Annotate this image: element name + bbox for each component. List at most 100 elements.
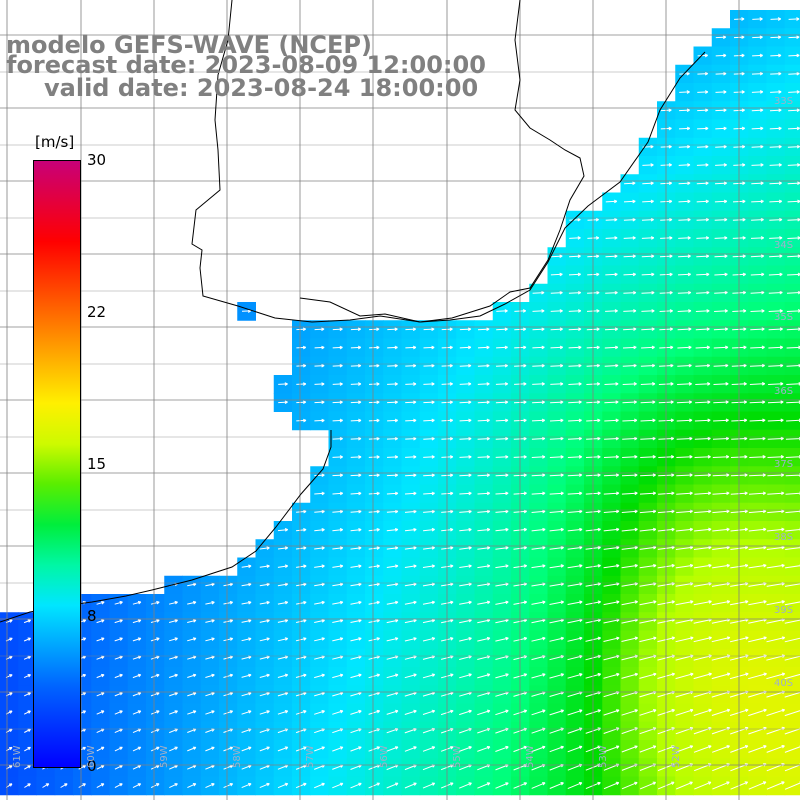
wind-arrow <box>187 619 197 623</box>
wind-arrow <box>711 600 731 606</box>
wind-arrow <box>531 436 546 441</box>
wind-arrow <box>568 309 582 313</box>
wind-arrow <box>693 600 712 606</box>
wind-arrow <box>769 199 783 204</box>
wind-arrow <box>531 564 546 569</box>
wind-arrow <box>404 673 417 679</box>
wind-arrow <box>567 564 583 569</box>
wind-arrow <box>223 746 234 752</box>
wind-arrow <box>459 382 472 386</box>
wind-arrow <box>459 782 472 789</box>
wind-arrow <box>786 400 800 404</box>
wind-arrow <box>187 710 197 715</box>
wind-arrow <box>549 782 564 789</box>
wind-arrow <box>748 672 767 680</box>
wind-arrow <box>531 782 546 789</box>
wind-arrow <box>332 528 344 532</box>
wind-arrow <box>696 199 709 204</box>
wind-arrow <box>187 746 197 752</box>
wind-arrow <box>621 509 638 514</box>
wind-arrow <box>769 236 783 240</box>
wind-arrow <box>332 473 344 478</box>
wind-arrow <box>679 90 690 94</box>
wind-arrow <box>604 327 619 331</box>
wind-arrow <box>404 546 417 550</box>
wind-arrow <box>567 455 583 459</box>
wind-arrow <box>314 619 325 623</box>
wind-arrow <box>477 436 490 441</box>
wind-arrow <box>677 345 692 350</box>
wind-arrow <box>24 746 31 752</box>
wind-arrow <box>168 764 178 770</box>
wind-arrow <box>404 618 417 624</box>
wind-arrow <box>477 491 491 496</box>
wind-arrow <box>423 400 435 405</box>
lat-label-38s: 38S <box>774 532 794 543</box>
wind-arrow <box>495 546 509 550</box>
wind-arrow <box>603 636 620 642</box>
wind-arrow <box>350 436 362 441</box>
wind-arrow <box>567 636 583 642</box>
wind-arrow <box>711 672 731 680</box>
wind-arrow <box>549 745 564 753</box>
wind-arrow <box>259 746 270 752</box>
wind-arrow <box>423 546 435 550</box>
wind-arrow <box>387 418 398 423</box>
wind-arrow <box>169 710 178 715</box>
wind-arrow <box>694 509 712 514</box>
wind-arrow <box>314 637 325 642</box>
wind-arrow <box>314 509 325 514</box>
wind-arrow <box>277 600 289 605</box>
wind-arrow <box>604 382 619 386</box>
wind-arrow <box>241 582 252 587</box>
wind-arrow <box>531 473 546 477</box>
wind-arrow <box>639 745 657 753</box>
wind-arrow <box>604 400 619 404</box>
wind-arrow <box>350 528 362 532</box>
wind-arrow <box>768 382 784 386</box>
wind-arrow <box>477 564 491 569</box>
wind-arrow <box>641 290 655 295</box>
wind-arrow <box>296 509 307 514</box>
wind-arrow <box>751 163 764 167</box>
wind-arrow <box>749 436 766 441</box>
wind-arrow <box>603 527 620 532</box>
lon-label-61w: 61W <box>12 745 23 768</box>
wind-arrow <box>477 636 491 642</box>
wind-arrow <box>715 71 727 76</box>
wind-arrow <box>459 600 472 605</box>
wind-arrow <box>241 619 252 623</box>
wind-arrow <box>766 781 785 790</box>
wind-arrow <box>332 491 344 496</box>
wind-arrow <box>603 600 620 606</box>
wind-arrow <box>695 363 711 368</box>
wind-arrow <box>295 619 307 623</box>
wind-arrow <box>332 637 344 642</box>
wind-arrow <box>404 746 417 752</box>
wind-arrow <box>277 546 289 550</box>
wind-arrow <box>114 673 123 679</box>
wind-arrow <box>169 783 178 789</box>
wind-arrow <box>715 108 727 113</box>
wind-arrow <box>714 217 728 222</box>
wind-arrow <box>23 674 31 679</box>
wind-arrow <box>169 746 178 752</box>
wind-arrow <box>277 637 289 642</box>
wind-arrow <box>549 436 564 441</box>
wind-arrow <box>259 782 270 789</box>
wind-arrow <box>605 199 618 204</box>
wind-arrow <box>640 382 656 386</box>
wind-arrow <box>78 765 87 770</box>
wind-arrow <box>387 363 398 368</box>
wind-arrow <box>712 781 730 790</box>
wind-arrow <box>295 691 307 697</box>
wind-arrow <box>96 783 105 789</box>
wind-arrow <box>712 455 730 459</box>
colorbar <box>33 160 81 768</box>
wind-arrow <box>567 527 583 532</box>
wind-arrow <box>751 181 764 186</box>
wind-arrow <box>603 654 620 661</box>
lat-label-40s: 40S <box>774 678 794 689</box>
wind-arrow <box>639 545 657 550</box>
